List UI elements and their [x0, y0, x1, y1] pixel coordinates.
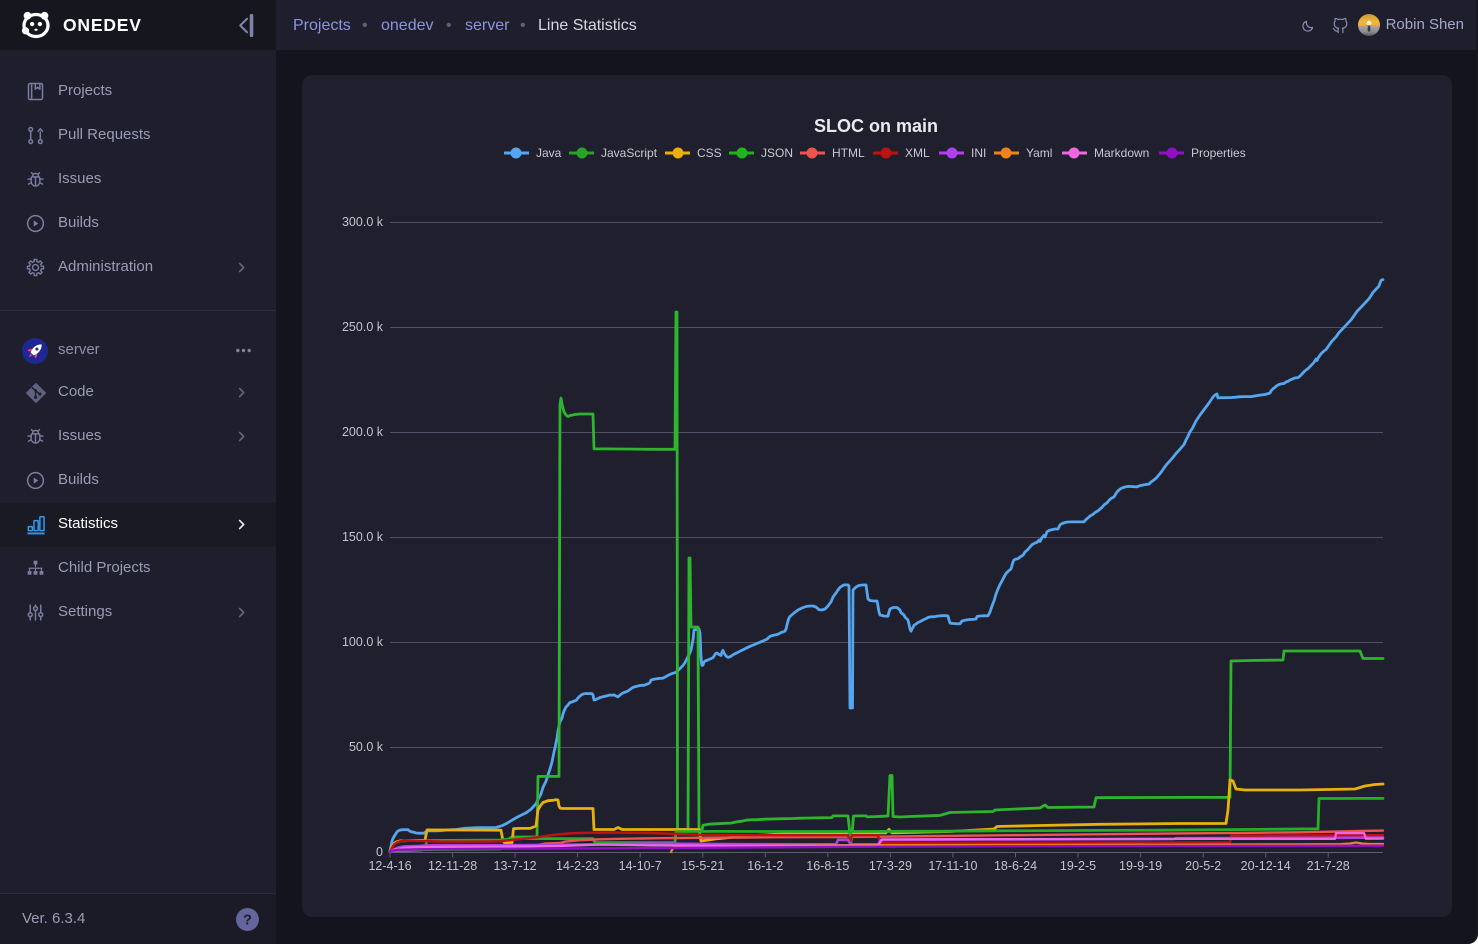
- svg-text:16-1-2: 16-1-2: [747, 859, 783, 873]
- svg-text:CSS: CSS: [697, 146, 722, 160]
- svg-text:18-6-24: 18-6-24: [994, 859, 1037, 873]
- svg-text:50.0 k: 50.0 k: [349, 740, 384, 754]
- svg-text:200.0 k: 200.0 k: [342, 425, 384, 439]
- svg-text:Markdown: Markdown: [1094, 146, 1149, 160]
- svg-text:20-5-2: 20-5-2: [1185, 859, 1221, 873]
- svg-text:JSON: JSON: [761, 146, 793, 160]
- svg-text:Java: Java: [536, 146, 562, 160]
- svg-text:19-9-19: 19-9-19: [1119, 859, 1162, 873]
- svg-text:13-7-12: 13-7-12: [494, 859, 537, 873]
- svg-text:21-7-28: 21-7-28: [1307, 859, 1350, 873]
- svg-text:14-10-7: 14-10-7: [619, 859, 662, 873]
- svg-text:Properties: Properties: [1191, 146, 1246, 160]
- svg-text:19-2-5: 19-2-5: [1060, 859, 1096, 873]
- svg-text:Yaml: Yaml: [1026, 146, 1052, 160]
- svg-text:14-2-23: 14-2-23: [556, 859, 599, 873]
- svg-text:XML: XML: [905, 146, 930, 160]
- svg-text:250.0 k: 250.0 k: [342, 320, 384, 334]
- svg-text:?: ?: [243, 913, 252, 929]
- svg-text:15-5-21: 15-5-21: [681, 859, 724, 873]
- svg-text:16-8-15: 16-8-15: [806, 859, 849, 873]
- svg-text:12-11-28: 12-11-28: [428, 859, 477, 873]
- svg-text:12-4-16: 12-4-16: [368, 859, 411, 873]
- svg-text:INI: INI: [971, 146, 986, 160]
- svg-text:100.0 k: 100.0 k: [342, 635, 384, 649]
- svg-text:300.0 k: 300.0 k: [342, 215, 384, 229]
- svg-text:SLOC on main: SLOC on main: [814, 116, 938, 136]
- svg-text:0: 0: [376, 845, 383, 859]
- svg-text:HTML: HTML: [832, 146, 865, 160]
- svg-text:JavaScript: JavaScript: [601, 146, 658, 160]
- svg-text:17-11-10: 17-11-10: [928, 859, 977, 873]
- svg-text:20-12-14: 20-12-14: [1241, 859, 1291, 873]
- svg-text:17-3-29: 17-3-29: [869, 859, 912, 873]
- svg-text:150.0 k: 150.0 k: [342, 530, 384, 544]
